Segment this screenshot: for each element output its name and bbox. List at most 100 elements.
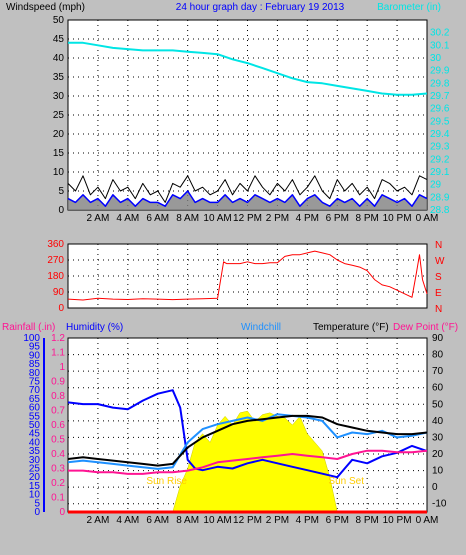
rainfall-tick-label: 1 <box>59 362 65 373</box>
humidity-tick-label: 55 <box>29 411 41 422</box>
windspeed-tick-label: 30 <box>53 91 65 102</box>
direction-degree-label: 360 <box>47 239 64 250</box>
rainfall-tick-label: 0.7 <box>51 406 65 417</box>
windspeed-tick-label: 45 <box>53 34 65 45</box>
temperature-tick-label: 50 <box>432 399 444 410</box>
wind-x-tick-label: 0 AM <box>416 213 439 224</box>
temperature-humidity-panel: Rainfall (.in) Humidity (%) Windchill Tempe… <box>2 322 458 526</box>
legend-label: Temperature (°F) <box>313 322 389 333</box>
windspeed-line <box>67 190 428 207</box>
temperature-tick-label: 60 <box>432 383 444 394</box>
legend-label: Dew Point (°F) <box>393 322 458 333</box>
humidity-tick-label: 85 <box>29 359 41 370</box>
temperature-tick-label: 70 <box>432 366 444 377</box>
temp-x-tick-label: 8 PM <box>355 515 378 526</box>
barometer-tick-label: 29.7 <box>430 91 450 102</box>
humidity-tick-label: 40 <box>29 437 41 448</box>
legend-label: Humidity (%) <box>66 322 123 333</box>
temperature-tick-label: 30 <box>432 432 444 443</box>
temp-x-tick-label: 8 AM <box>176 515 199 526</box>
windspeed-tick-label: 25 <box>53 110 65 121</box>
wind-x-tick-label: 10 AM <box>203 213 231 224</box>
rainfall-tick-label: 0.9 <box>51 377 65 388</box>
barometer-axis-label: Barometer (in) <box>377 2 441 13</box>
humidity-tick-label: 10 <box>29 490 41 501</box>
temperature-tick-label: 40 <box>432 416 444 427</box>
humidity-tick-label: 95 <box>29 342 41 353</box>
temperature-tick-label: 80 <box>432 350 444 361</box>
humidity-tick-label: 35 <box>29 446 41 457</box>
direction-degree-label: 0 <box>58 303 64 314</box>
rainfall-tick-label: 0.2 <box>51 478 65 489</box>
barometer-tick-label: 30.1 <box>430 40 450 51</box>
windspeed-tick-label: 10 <box>53 167 65 178</box>
temp-x-tick-label: 0 AM <box>416 515 439 526</box>
direction-degree-label: 270 <box>47 255 64 266</box>
barometer-tick-label: 29.8 <box>430 78 450 89</box>
humidity-tick-label: 100 <box>23 333 40 344</box>
windspeed-tick-label: 40 <box>53 53 65 64</box>
windspeed-area <box>68 191 427 210</box>
wind-x-tick-label: 4 PM <box>296 213 319 224</box>
barometer-line <box>68 41 428 96</box>
wind-x-tick-label: 4 AM <box>116 213 139 224</box>
barometer-tick-label: 28.8 <box>430 205 450 216</box>
windspeed-tick-label: 5 <box>58 186 64 197</box>
temp-x-tick-label: 4 PM <box>296 515 319 526</box>
humidity-tick-label: 50 <box>29 420 41 431</box>
rainfall-tick-label: 1.2 <box>51 333 65 344</box>
windspeed-tick-label: 35 <box>53 72 65 83</box>
rainfall-tick-label: 0.6 <box>51 420 65 431</box>
windspeed-tick-label: 15 <box>53 148 65 159</box>
humidity-tick-label: 15 <box>29 481 41 492</box>
legend-label: Windchill <box>241 322 281 333</box>
windgust-line <box>67 175 428 203</box>
wind-x-tick-label: 10 PM <box>383 213 412 224</box>
humidity-tick-label: 65 <box>29 394 41 405</box>
temperature-tick-label: 0 <box>432 482 438 493</box>
wind-x-tick-label: 8 PM <box>355 213 378 224</box>
barometer-tick-label: 29.1 <box>430 167 450 178</box>
wind-x-tick-label: 12 PM <box>233 213 262 224</box>
temp-x-tick-label: 2 AM <box>87 515 110 526</box>
humidity-tick-label: 45 <box>29 429 41 440</box>
direction-degree-label: 180 <box>47 271 64 282</box>
barometer-tick-label: 28.9 <box>430 192 450 203</box>
temperature-tick-label: 20 <box>432 449 444 460</box>
legend-label: Rainfall (.in) <box>2 322 55 333</box>
barometer-tick-label: 29.3 <box>430 142 450 153</box>
windspeed-tick-label: 50 <box>53 15 65 26</box>
direction-degree-label: 90 <box>53 287 65 298</box>
barometer-tick-label: 29.2 <box>430 154 450 165</box>
rainfall-tick-label: 0.3 <box>51 464 65 475</box>
temp-x-tick-label: 6 PM <box>326 515 349 526</box>
humidity-tick-label: 5 <box>34 498 40 509</box>
wind-x-tick-label: 6 PM <box>326 213 349 224</box>
rainfall-tick-label: 0.8 <box>51 391 65 402</box>
temperature-line <box>67 414 428 467</box>
rainfall-tick-label: 0.4 <box>51 449 65 460</box>
sunset-label: Sun Set <box>328 476 364 487</box>
humidity-tick-label: 20 <box>29 472 41 483</box>
barometer-tick-label: 30.2 <box>430 28 450 39</box>
temp-x-tick-label: 2 PM <box>266 515 289 526</box>
barometer-tick-label: 29.6 <box>430 104 450 115</box>
humidity-tick-label: 60 <box>29 403 41 414</box>
compass-label: S <box>435 272 442 283</box>
wind-barometer-panel: 0510152025303540455028.828.92929.129.229… <box>6 2 450 224</box>
temp-x-tick-label: 4 AM <box>116 515 139 526</box>
temperature-tick-label: 90 <box>432 333 444 344</box>
humidity-tick-label: 75 <box>29 377 41 388</box>
compass-label: N <box>435 240 442 251</box>
rainfall-tick-label: 1.1 <box>51 348 65 359</box>
temperature-tick-label: 10 <box>432 466 444 477</box>
rainfall-tick-label: 0 <box>59 507 65 518</box>
barometer-tick-label: 29 <box>430 180 442 191</box>
temp-x-tick-label: 12 PM <box>233 515 262 526</box>
temperature-tick-label: -10 <box>432 499 447 510</box>
temp-x-tick-label: 10 PM <box>383 515 412 526</box>
barometer-tick-label: 29.4 <box>430 129 450 140</box>
wind-x-tick-label: 2 PM <box>266 213 289 224</box>
dewpoint-line <box>68 449 428 475</box>
